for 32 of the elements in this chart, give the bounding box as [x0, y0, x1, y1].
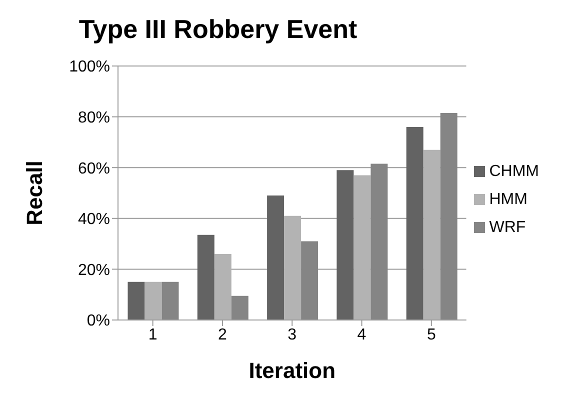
y-tick-label: 100% — [69, 58, 110, 76]
bar — [197, 234, 214, 320]
y-tick-label: 80% — [78, 109, 110, 126]
x-tick-label: 4 — [357, 326, 366, 344]
x-tick-label: 3 — [288, 326, 297, 344]
bar — [267, 196, 284, 320]
bar — [354, 175, 371, 320]
y-tick-label: 20% — [78, 262, 110, 279]
x-tick-label: 2 — [218, 326, 228, 344]
x-axis-title: Iteration — [248, 358, 336, 383]
bar — [162, 282, 179, 320]
bar — [440, 112, 458, 320]
bar — [284, 216, 302, 320]
x-tick-label: 1 — [148, 326, 158, 344]
y-tick-label: 40% — [78, 211, 110, 228]
bar — [370, 164, 388, 320]
y-axis-title: Recall — [22, 160, 47, 226]
bar — [214, 254, 232, 320]
y-tick-label: 60% — [78, 160, 110, 178]
bar — [231, 296, 248, 320]
bar — [423, 150, 440, 320]
bar — [144, 282, 162, 320]
bar — [128, 282, 145, 320]
bar — [301, 241, 318, 320]
legend-label: CHMM — [489, 163, 539, 180]
x-tick-label: 5 — [426, 326, 436, 344]
bar — [406, 126, 424, 320]
legend-label: HMM — [489, 191, 528, 208]
bar — [336, 170, 354, 320]
y-tick-label: 0% — [86, 312, 110, 330]
chart-title: Type III Robbery Event — [78, 14, 358, 45]
legend-label: WRF — [489, 219, 526, 236]
